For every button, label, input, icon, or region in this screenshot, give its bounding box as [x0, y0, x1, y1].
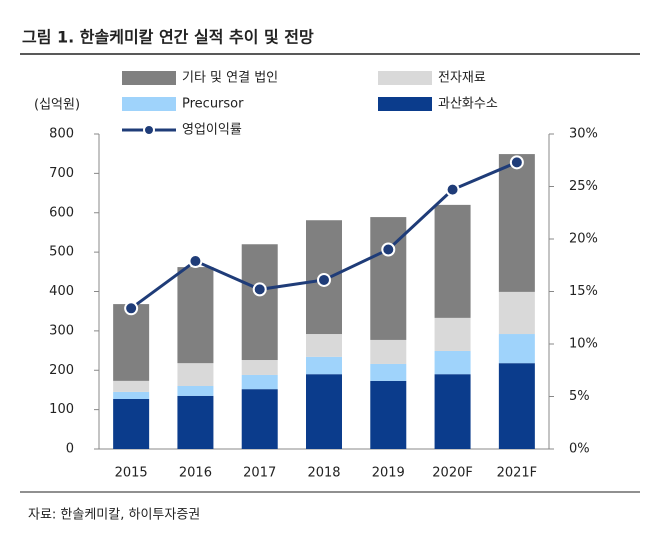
bar-segment: [434, 317, 471, 351]
bar-segment: [498, 154, 535, 292]
x-tick-label: 2016: [179, 466, 212, 481]
bar-segment: [113, 380, 150, 392]
bar-segment: [177, 363, 214, 386]
y2-tick-label: 20%: [569, 232, 598, 247]
x-tick-label: 2019: [372, 466, 405, 481]
bar-segment: [177, 267, 214, 364]
line-marker: [381, 242, 396, 257]
source: 자료: 한솔케미칼, 하이투자증권: [28, 508, 200, 523]
bar-segment: [370, 217, 407, 340]
bar-segment: [370, 363, 407, 381]
y2-tick-label: 10%: [569, 337, 598, 352]
y-tick-label: 400: [49, 284, 74, 299]
y-tick-label: 500: [49, 245, 74, 260]
line-marker: [188, 254, 203, 269]
legend-swatch: [378, 97, 432, 111]
y2-tick-label: 15%: [569, 284, 598, 299]
bar-segment: [113, 391, 150, 399]
line-marker: [509, 155, 524, 170]
bar-segment: [306, 356, 342, 375]
line-marker: [445, 182, 460, 197]
y2-tick-label: 0%: [569, 442, 590, 457]
y-axis-unit: (십억원): [34, 98, 80, 113]
y-tick-label: 600: [49, 205, 74, 220]
line-marker: [252, 282, 267, 297]
x-tick-label: 2020F: [432, 466, 473, 481]
y2-tick-label: 25%: [569, 179, 598, 194]
line-marker: [317, 272, 331, 287]
line-marker: [124, 301, 139, 316]
bar-segment: [241, 244, 278, 361]
legend-label: 전자재료: [438, 71, 486, 86]
bar-segment: [306, 334, 342, 357]
chart-title: 그림 1. 한솔케미칼 연간 실적 추이 및 전망: [22, 28, 314, 47]
bar-segment: [498, 334, 535, 364]
legend-label: 기타 및 연결 법인: [182, 71, 278, 86]
bar-segment: [498, 291, 535, 335]
x-tick-label: 2021F: [497, 466, 538, 481]
bar-segment: [241, 389, 278, 449]
y-tick-label: 700: [49, 166, 74, 181]
legend-swatch: [122, 71, 176, 85]
y-tick-label: 100: [49, 402, 74, 417]
bar-segment: [434, 204, 471, 318]
bar-segment: [177, 386, 214, 396]
x-tick-label: 2017: [243, 466, 276, 481]
y2-tick-label: 30%: [569, 127, 598, 142]
bar-segment: [113, 398, 150, 449]
bar-segment: [370, 380, 407, 449]
bar-segment: [306, 374, 342, 449]
bar-segment: [177, 395, 214, 449]
bar-segment: [370, 339, 407, 364]
y-tick-label: 300: [49, 323, 74, 338]
bar-segment: [113, 304, 150, 381]
y2-tick-label: 5%: [569, 389, 590, 404]
bar-segment: [498, 363, 535, 449]
y-tick-label: 0: [66, 442, 74, 457]
y-tick-label: 800: [49, 127, 74, 142]
legend-label: Precursor: [182, 97, 244, 112]
legend-marker: [143, 124, 155, 136]
x-tick-label: 2018: [307, 466, 340, 481]
legend-swatch: [378, 71, 432, 85]
legend-swatch: [122, 97, 176, 111]
bar-segment: [434, 374, 471, 449]
bar-segment: [241, 360, 278, 375]
legend-label: 과산화수소: [438, 97, 498, 112]
y-tick-label: 200: [49, 363, 74, 378]
bar-segment: [434, 350, 471, 375]
legend-label: 영업이익률: [182, 123, 242, 138]
bar-segment: [241, 374, 278, 390]
x-tick-label: 2015: [115, 466, 148, 481]
